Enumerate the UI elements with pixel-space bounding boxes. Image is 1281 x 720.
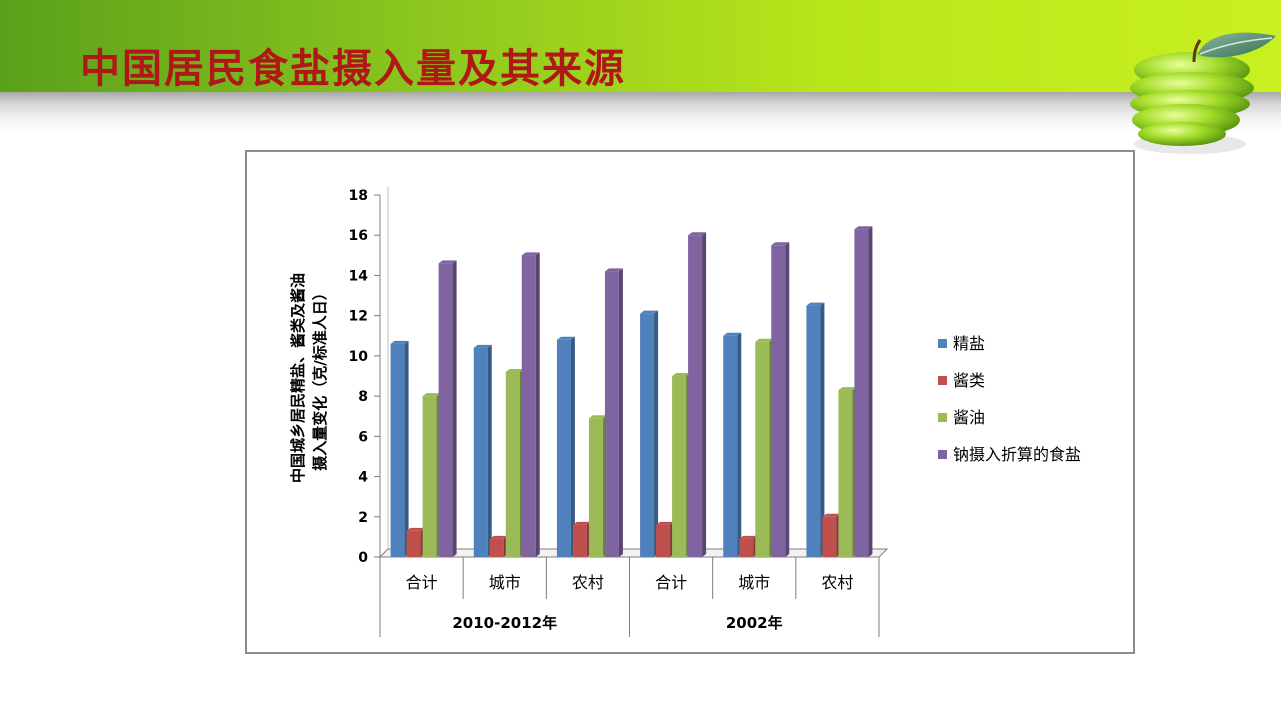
bar-side: [702, 232, 707, 557]
legend-item: 酱类: [935, 367, 1125, 404]
bar-top: [521, 252, 540, 256]
legend-item: 酱油: [935, 404, 1125, 441]
bar-top: [438, 260, 457, 264]
bar: [505, 371, 520, 557]
bar-side: [452, 260, 457, 557]
bar-top: [556, 336, 575, 340]
bar: [640, 313, 655, 557]
bar: [723, 335, 738, 557]
legend-item: 精盐: [935, 330, 1125, 367]
legend-label: 精盐: [953, 334, 986, 353]
bar: [390, 343, 405, 557]
y-tick-label: 18: [349, 188, 368, 204]
bar-side: [785, 242, 790, 557]
x-tick-label: 农村: [821, 573, 853, 592]
green-apple-icon: [1130, 32, 1276, 154]
bar-top: [588, 415, 607, 419]
bar-top: [473, 344, 492, 348]
y-tick-label: 16: [349, 228, 368, 244]
legend-item: 钠摄入折算的食盐: [935, 441, 1125, 478]
bar-side: [868, 226, 873, 557]
bar: [656, 524, 671, 557]
legend-label: 钠摄入折算的食盐: [953, 445, 1082, 464]
y-tick-label: 10: [349, 349, 369, 365]
bar-side: [618, 268, 623, 557]
bar: [739, 538, 754, 557]
header-banner: [0, 0, 1281, 96]
bar-top: [755, 338, 774, 342]
bar-top: [422, 393, 441, 397]
legend-swatch-jianglei: [938, 376, 947, 385]
y-tick-label: 6: [358, 429, 368, 445]
bar-side: [737, 332, 742, 557]
bar-top: [572, 521, 591, 525]
y-axis-title-line2: 摄入量变化（克/标准人日）: [311, 285, 329, 470]
bar: [422, 396, 437, 557]
slide-title: 中国居民食盐摄入量及其来源: [80, 46, 626, 92]
bar-top: [406, 527, 425, 531]
bar: [572, 524, 587, 557]
bar: [556, 339, 571, 557]
chart-plot: 0 2 4 6 8 10 12 14 16 18 中国城乡居民精盐、酱类及酱油 摄入量变化（克/标准人…: [289, 187, 889, 637]
bar: [755, 341, 770, 557]
bar: [854, 229, 869, 557]
bar: [771, 245, 786, 557]
legend-swatch-jingyan: [938, 339, 947, 348]
chart-frame: 0 2 4 6 8 10 12 14 16 18 中国城乡居民精盐、酱类及酱油 摄入量变化（克/标准人…: [245, 150, 1135, 654]
y-tick-label: 2: [358, 510, 368, 526]
y-tick-label: 14: [349, 268, 369, 284]
header-shadow: [0, 92, 1281, 132]
bar-top: [672, 373, 691, 376]
y-tick-label: 0: [358, 550, 368, 566]
x-tick-label: 合计: [406, 573, 438, 592]
bar: [806, 305, 821, 557]
bar-side: [570, 336, 575, 557]
legend-swatch-jiangyou: [938, 413, 947, 422]
bar-top: [489, 535, 508, 539]
bar: [604, 271, 619, 557]
bar: [672, 376, 687, 557]
bar-top: [604, 268, 623, 272]
bar-side: [654, 310, 659, 557]
bar: [406, 530, 421, 557]
bar-top: [656, 521, 675, 525]
bar-side: [404, 340, 409, 557]
bar-top: [739, 535, 758, 539]
bar: [838, 390, 853, 557]
bar: [473, 347, 488, 557]
bar: [438, 263, 453, 557]
y-tick-label: 12: [349, 309, 368, 325]
bar-top: [505, 368, 524, 372]
bar: [688, 235, 703, 557]
y-tick-label: 4: [358, 470, 368, 486]
bar-side: [820, 302, 825, 557]
bar-top: [390, 340, 409, 344]
x-tick-label: 农村: [572, 573, 604, 592]
bar: [521, 255, 536, 557]
bar: [822, 516, 837, 557]
bar-top: [771, 242, 790, 246]
chart-legend: 精盐 酱类 酱油 钠摄入折算的食盐: [935, 330, 1125, 478]
y-tick-label: 8: [358, 389, 368, 405]
bar-top: [854, 226, 873, 230]
legend-swatch-na-salt: [938, 450, 947, 459]
y-axis-title: 中国城乡居民精盐、酱类及酱油: [289, 273, 307, 483]
bar-top: [723, 332, 742, 336]
bar: [588, 418, 603, 557]
bar-side: [487, 344, 492, 557]
legend-label: 酱类: [953, 371, 986, 390]
x-group-label: 2002年: [726, 614, 783, 632]
x-group-label: 2010-2012年: [452, 614, 557, 632]
bar-top: [688, 232, 707, 236]
x-tick-label: 城市: [738, 573, 770, 592]
bar-side: [535, 252, 540, 557]
x-tick-label: 合计: [655, 573, 687, 592]
bar: [489, 538, 504, 557]
bar-top: [838, 387, 857, 391]
bar-top: [806, 302, 825, 306]
legend-label: 酱油: [953, 408, 986, 427]
x-tick-label: 城市: [489, 573, 521, 592]
bar-top: [822, 513, 841, 517]
bar-top: [640, 310, 659, 314]
